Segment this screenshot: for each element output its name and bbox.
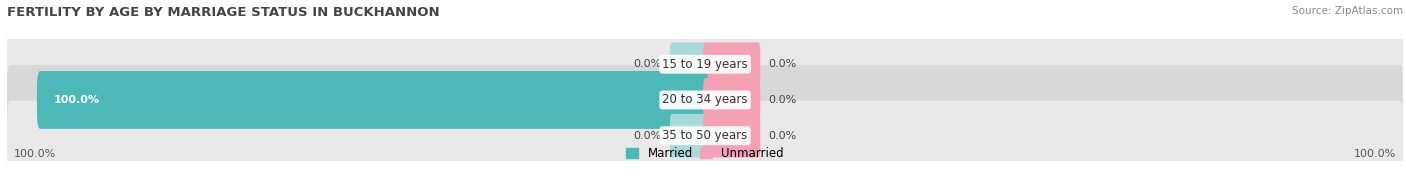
- Text: 100.0%: 100.0%: [14, 149, 56, 159]
- Text: FERTILITY BY AGE BY MARRIAGE STATUS IN BUCKHANNON: FERTILITY BY AGE BY MARRIAGE STATUS IN B…: [7, 6, 440, 19]
- Legend: Married, Unmarried: Married, Unmarried: [621, 142, 789, 164]
- Text: 35 to 50 years: 35 to 50 years: [662, 129, 748, 142]
- FancyBboxPatch shape: [37, 71, 709, 129]
- Text: 15 to 19 years: 15 to 19 years: [662, 58, 748, 71]
- Text: 100.0%: 100.0%: [53, 95, 100, 105]
- FancyBboxPatch shape: [703, 78, 761, 122]
- Text: 0.0%: 0.0%: [768, 95, 797, 105]
- FancyBboxPatch shape: [7, 29, 1403, 99]
- FancyBboxPatch shape: [669, 42, 707, 86]
- Text: Source: ZipAtlas.com: Source: ZipAtlas.com: [1292, 6, 1403, 16]
- Text: 0.0%: 0.0%: [768, 59, 797, 69]
- FancyBboxPatch shape: [703, 114, 761, 158]
- FancyBboxPatch shape: [7, 101, 1403, 171]
- Text: 0.0%: 0.0%: [634, 131, 662, 141]
- Text: 0.0%: 0.0%: [634, 59, 662, 69]
- Text: 20 to 34 years: 20 to 34 years: [662, 93, 748, 106]
- FancyBboxPatch shape: [7, 65, 1403, 135]
- Text: 100.0%: 100.0%: [1354, 149, 1396, 159]
- FancyBboxPatch shape: [703, 42, 761, 86]
- Text: 0.0%: 0.0%: [768, 131, 797, 141]
- FancyBboxPatch shape: [669, 114, 707, 158]
